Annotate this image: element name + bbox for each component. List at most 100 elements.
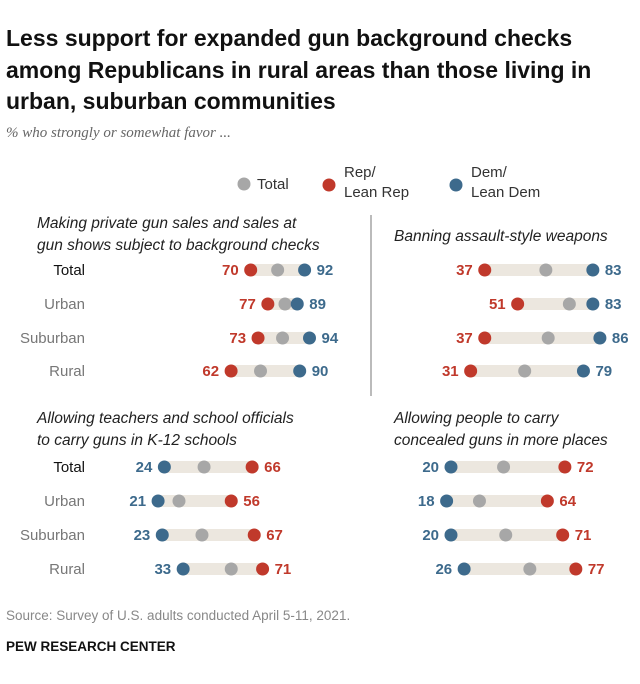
dem-dot	[303, 331, 316, 345]
value-label-high: 66	[264, 459, 281, 476]
value-label-high: 94	[322, 330, 339, 347]
total-dot	[172, 494, 186, 508]
panel-title: to carry guns in K-12 schools	[37, 432, 237, 449]
chart-subtitle: % who strongly or somewhat favor ...	[6, 125, 231, 141]
dem-dot	[298, 263, 312, 277]
value-label-low: 70	[222, 262, 239, 279]
dem-dot	[457, 562, 471, 576]
total-dot	[472, 494, 486, 508]
total-dot	[499, 528, 513, 542]
value-label-high: 77	[588, 561, 605, 578]
value-label-low: 73	[229, 330, 246, 347]
total-dot	[278, 297, 292, 311]
rep-dot	[247, 528, 261, 542]
rep-dot	[245, 460, 259, 474]
value-label-low: 33	[154, 561, 171, 578]
panel-title: gun shows subject to background checks	[37, 237, 320, 254]
legend-dem-label: Dem/	[471, 164, 508, 181]
value-label-high: 90	[312, 363, 329, 380]
value-label-low: 23	[134, 527, 151, 544]
panel-title: Making private gun sales and sales at	[37, 215, 297, 232]
total-dot	[518, 364, 532, 378]
value-label-low: 20	[422, 527, 439, 544]
chart-title-line: Less support for expanded gun background…	[6, 25, 572, 51]
value-label-low: 18	[418, 493, 435, 510]
value-label-low: 37	[456, 330, 473, 347]
rep-dot	[224, 494, 238, 508]
total-dot	[523, 562, 537, 576]
rep-dot	[558, 460, 572, 474]
total-dot	[224, 562, 238, 576]
total-dot	[497, 460, 511, 474]
rep-dot	[261, 297, 275, 311]
rep-dot	[251, 331, 265, 345]
total-dot	[271, 263, 285, 277]
dem-dot	[593, 331, 607, 345]
rep-dot	[569, 562, 583, 576]
value-label-high: 71	[575, 527, 592, 544]
rep-dot	[511, 297, 525, 311]
dem-dot	[576, 364, 590, 378]
chart-title-line: among Republicans in rural areas than th…	[6, 57, 591, 83]
total-dot	[254, 364, 267, 378]
panel-title: Allowing people to carry	[393, 410, 560, 427]
value-label-low: 77	[239, 296, 256, 313]
value-label-high: 89	[309, 296, 326, 313]
dem-dot	[440, 494, 454, 508]
row-label: Rural	[49, 363, 85, 380]
legend-total-label: Total	[257, 176, 289, 193]
row-label: Urban	[44, 493, 85, 510]
total-dot	[276, 331, 290, 345]
value-label-low: 62	[202, 363, 219, 380]
legend-dem-dot	[449, 178, 463, 192]
dem-dot	[293, 364, 307, 378]
row-label: Total	[53, 459, 85, 476]
legend-rep-label: Lean Rep	[344, 184, 409, 201]
value-label-high: 83	[605, 296, 622, 313]
dem-dot	[290, 297, 304, 311]
footer-brand: PEW RESEARCH CENTER	[6, 639, 176, 654]
total-dot	[541, 331, 555, 345]
value-label-high: 92	[317, 262, 334, 279]
row-label: Rural	[49, 561, 85, 578]
rep-dot	[224, 364, 238, 378]
value-label-low: 20	[422, 459, 439, 476]
rep-dot	[256, 562, 270, 576]
rep-dot	[478, 263, 492, 277]
row-label: Urban	[44, 296, 85, 313]
dem-dot	[444, 528, 458, 542]
dem-dot	[176, 562, 190, 576]
value-label-low: 51	[489, 296, 506, 313]
chart-title-line: urban, suburban communities	[6, 88, 336, 114]
value-label-high: 71	[275, 561, 292, 578]
dem-dot	[586, 263, 600, 277]
value-label-high: 83	[605, 262, 622, 279]
legend-rep-label: Rep/	[344, 164, 377, 181]
rep-dot	[464, 364, 478, 378]
legend-total-dot	[237, 177, 251, 191]
total-dot	[539, 263, 553, 277]
rep-dot	[556, 528, 570, 542]
rep-dot	[244, 263, 258, 277]
panel-title: concealed guns in more places	[394, 432, 608, 449]
row-label: Suburban	[20, 330, 85, 347]
value-label-high: 56	[243, 493, 260, 510]
value-label-high: 86	[612, 330, 629, 347]
dem-dot	[151, 494, 165, 508]
value-label-high: 64	[559, 493, 576, 510]
dem-dot	[444, 460, 458, 474]
panel-title: Allowing teachers and school officials	[36, 410, 294, 427]
total-dot	[562, 297, 576, 311]
value-label-low: 31	[442, 363, 459, 380]
value-label-low: 24	[136, 459, 153, 476]
value-label-high: 67	[266, 527, 283, 544]
row-label: Total	[53, 262, 85, 279]
source-note: Source: Survey of U.S. adults conducted …	[6, 608, 350, 623]
total-dot	[197, 460, 211, 474]
value-label-high: 79	[595, 363, 612, 380]
dem-dot	[586, 297, 600, 311]
row-label: Suburban	[20, 527, 85, 544]
rep-dot	[540, 494, 554, 508]
